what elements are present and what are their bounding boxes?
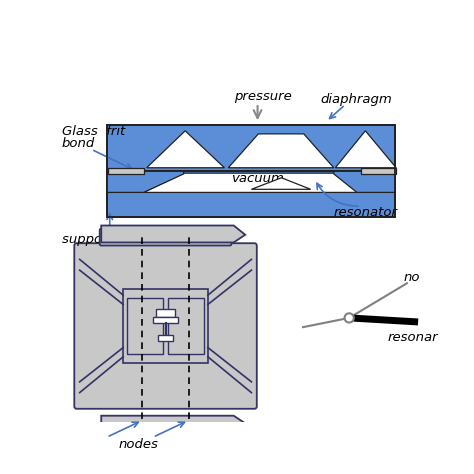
Bar: [156, 309, 175, 317]
Polygon shape: [228, 134, 334, 168]
Bar: [127, 298, 163, 354]
Text: resonar: resonar: [388, 331, 438, 344]
FancyBboxPatch shape: [100, 228, 231, 246]
Text: pressure: pressure: [235, 90, 292, 103]
Bar: [108, 168, 144, 174]
Polygon shape: [334, 171, 395, 192]
Bar: [123, 289, 208, 363]
FancyBboxPatch shape: [74, 243, 257, 409]
Text: Glass  frit: Glass frit: [62, 126, 125, 138]
Polygon shape: [101, 416, 245, 433]
Polygon shape: [107, 171, 183, 192]
Text: nodes: nodes: [118, 438, 158, 451]
Circle shape: [345, 313, 354, 322]
Text: diaphragm: diaphragm: [321, 93, 392, 106]
Polygon shape: [146, 131, 225, 168]
Text: resonator: resonator: [334, 206, 398, 219]
Polygon shape: [101, 226, 245, 242]
Polygon shape: [251, 178, 310, 189]
Text: support chip: support chip: [62, 233, 145, 246]
Polygon shape: [107, 125, 395, 171]
Polygon shape: [107, 171, 395, 217]
Polygon shape: [144, 173, 361, 192]
Text: vacuum: vacuum: [231, 172, 284, 184]
Bar: [158, 335, 173, 341]
Bar: [153, 317, 178, 323]
Text: no: no: [403, 271, 419, 284]
Polygon shape: [335, 131, 396, 168]
Bar: [168, 298, 204, 354]
Text: bond: bond: [62, 137, 95, 150]
Bar: [361, 168, 396, 174]
